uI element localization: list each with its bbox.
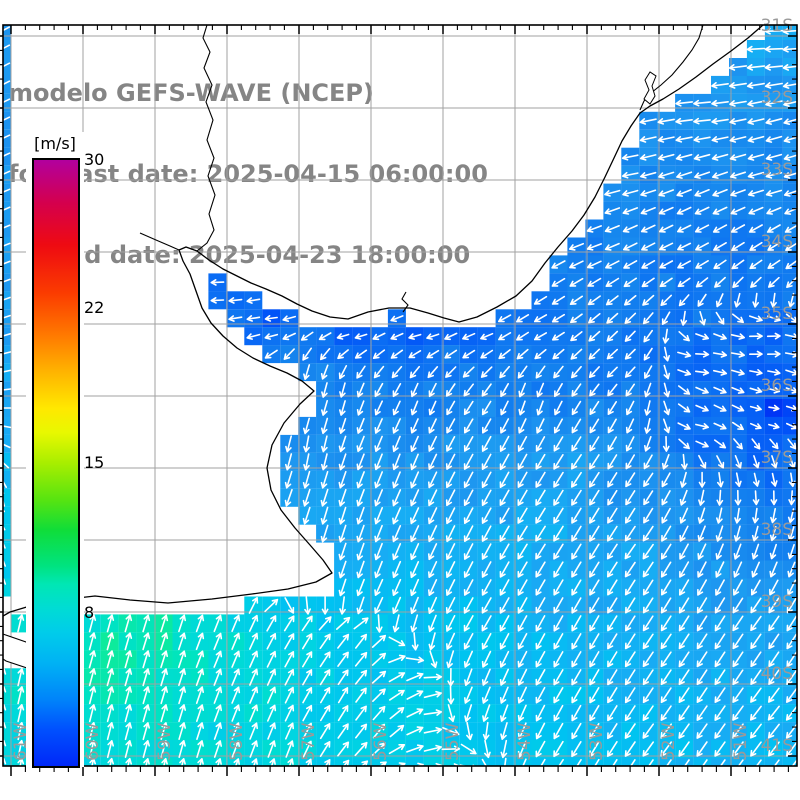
lat-label: 37S xyxy=(761,448,793,468)
lat-label: 41S xyxy=(761,736,793,756)
grid-layer xyxy=(3,25,797,766)
colorbar-gradient xyxy=(32,158,80,768)
lon-label: 52W xyxy=(659,722,679,761)
ticks-layer xyxy=(0,25,797,776)
lon-label: 60W xyxy=(83,722,103,761)
lon-label: 57W xyxy=(299,722,319,761)
lat-label: 35S xyxy=(761,304,793,324)
lon-label: 56W xyxy=(371,722,391,761)
lat-label: 33S xyxy=(761,160,793,180)
small-lagoon xyxy=(643,71,657,105)
lat-label: 34S xyxy=(761,232,793,252)
lon-label: 59W xyxy=(155,722,175,761)
colorbar-tick-8: 8 xyxy=(84,603,95,622)
lat-label: 36S xyxy=(761,376,793,396)
colorbar-tick-22: 22 xyxy=(84,298,105,317)
lon-label: 54W xyxy=(515,722,535,761)
plot-border xyxy=(2,24,798,767)
title-model-line: modelo GEFS-WAVE (NCEP) xyxy=(8,79,374,107)
colorbar-unit-label: [m/s] xyxy=(34,134,76,153)
colorbar-tick-30: 30 xyxy=(84,150,105,169)
lat-label: 31S xyxy=(761,16,793,36)
lat-label: 32S xyxy=(761,88,793,108)
lat-label: 39S xyxy=(761,592,793,612)
colorbar: [m/s] xyxy=(26,132,84,768)
lat-label: 40S xyxy=(761,664,793,684)
lon-label: 51W xyxy=(731,722,751,761)
lon-label: 53W xyxy=(587,722,607,761)
lon-label: 55W xyxy=(443,722,463,761)
colorbar-tick-15: 15 xyxy=(84,453,105,472)
lon-label: 58W xyxy=(227,722,247,761)
lat-label: 38S xyxy=(761,520,793,540)
